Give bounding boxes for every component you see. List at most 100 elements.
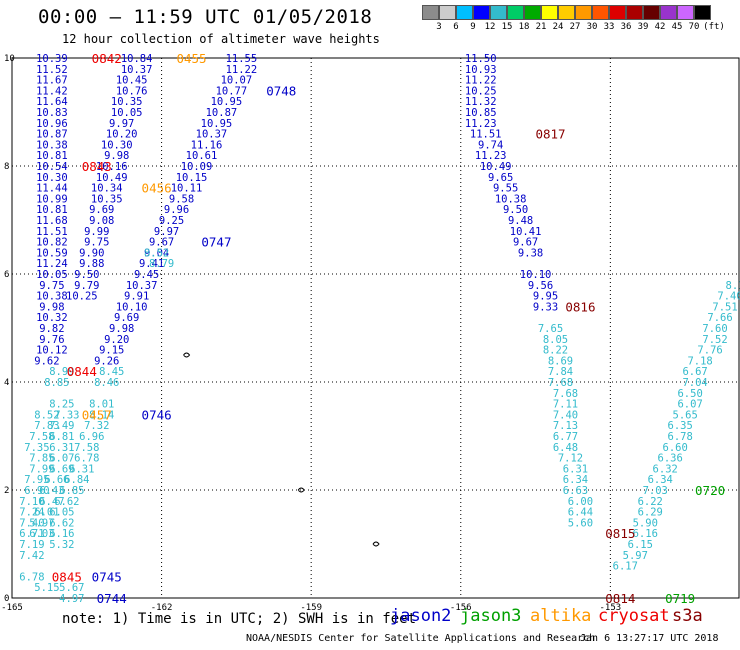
y-tick-label: 8 — [4, 162, 9, 172]
wave-height-value: 6.15 — [628, 539, 653, 551]
wave-height-value: 7.95 — [24, 474, 49, 486]
color-swatch — [626, 5, 643, 20]
wave-height-value: 9.48 — [508, 215, 533, 227]
wave-height-value: 7.68 — [548, 377, 573, 389]
wave-height-value: 11.16 — [191, 139, 223, 151]
pass-time-label: 0845 — [52, 569, 82, 584]
wave-height-value: 6.48 — [553, 442, 578, 454]
wave-height-value: 6.07 — [677, 399, 702, 411]
wave-height-value: 7.66 — [707, 312, 732, 324]
color-scale-label: 33 — [603, 22, 615, 32]
color-swatch — [660, 5, 677, 20]
wave-height-value: 10.35 — [91, 193, 123, 205]
wave-height-value: 7.12 — [558, 453, 583, 465]
wave-height-value: 10.37 — [196, 129, 228, 141]
color-scale-label: 12 — [484, 22, 496, 32]
wave-height-value: 6.36 — [658, 453, 683, 465]
wave-height-value: 10.49 — [96, 172, 128, 184]
wave-height-value: 9.50 — [74, 269, 99, 281]
color-scale-label: 39 — [637, 22, 649, 32]
wave-height-value: 9.75 — [84, 237, 109, 249]
wave-height-value: 6.50 — [677, 388, 702, 400]
wave-height-value: 9.82 — [39, 323, 64, 335]
wave-height-value: 10.37 — [121, 64, 153, 76]
color-swatch — [422, 5, 439, 20]
wave-height-value: 7.33 — [54, 409, 79, 421]
color-scale-swatches — [422, 5, 711, 20]
wave-height-value: 7.40 — [553, 409, 578, 421]
wave-height-value: 9.97 — [109, 118, 134, 130]
island-outline — [372, 541, 380, 547]
color-scale: 3 6 9 12 15 18 21 24 27 30 33 36 39 42 45 70 (ft) — [422, 5, 725, 32]
wave-height-value: 11.22 — [465, 75, 497, 87]
wave-height-value: 6.44 — [568, 507, 593, 519]
wave-height-value: 10.87 — [36, 129, 68, 141]
wave-height-value: 10.77 — [216, 85, 248, 97]
wave-height-value: 5.97 — [29, 517, 54, 529]
credit-line: NOAA/NESDIS Center for Satellite Applica… — [246, 633, 596, 644]
island-outline — [183, 352, 191, 358]
wave-height-value: 10.87 — [206, 107, 238, 119]
wave-height-value: 5.60 — [568, 517, 593, 529]
wave-height-value: 8.46 — [94, 377, 119, 389]
footnote: note: 1) Time is in UTC; 2) SWH is in fe… — [62, 611, 417, 627]
wave-height-value: 6.29 — [638, 507, 663, 519]
wave-height-value: 5.32 — [49, 539, 74, 551]
color-swatch — [609, 5, 626, 20]
wave-height-value: 9.20 — [104, 334, 129, 346]
wave-height-value: 9.98 — [104, 150, 129, 162]
pass-time-label: 0719 — [665, 591, 695, 606]
wave-height-value: 6.07 — [49, 453, 74, 465]
color-swatch — [541, 5, 558, 20]
wave-height-value: 8.14 — [89, 409, 114, 421]
pass-time-label: 0456 — [142, 181, 172, 196]
wave-height-value: 11.50 — [465, 53, 497, 65]
wave-height-value: 9.74 — [478, 139, 503, 151]
wave-height-value: 8.85 — [44, 377, 69, 389]
wave-height-value: 9.75 — [39, 280, 64, 292]
chart-subtitle: 12 hour collection of altimeter wave hei… — [62, 32, 380, 46]
wave-height-value: 7.03 — [643, 485, 668, 497]
wave-height-value: 6.34 — [648, 474, 673, 486]
wave-height-value: 10.35 — [111, 96, 143, 108]
wave-height-value: 10.11 — [171, 183, 203, 195]
wave-height-value: 11.55 — [226, 53, 258, 65]
wave-height-value: 9.26 — [94, 355, 119, 367]
wave-height-value: 10.76 — [116, 85, 148, 97]
wave-height-value: 6.78 — [19, 571, 44, 583]
pass-time-label: 0842 — [92, 51, 122, 66]
wave-height-value: 8.52 — [34, 409, 59, 421]
wave-height-value: 6.81 — [49, 431, 74, 443]
pass-time-label: 0815 — [605, 526, 635, 541]
wave-height-value: 6.16 — [633, 528, 658, 540]
wave-height-value: 10.38 — [495, 193, 527, 205]
pass-time-label: 0844 — [67, 364, 97, 379]
color-scale-unit: (ft) — [703, 22, 725, 32]
wave-height-value: 9.04 — [144, 247, 169, 259]
wave-height-value: 10.20 — [106, 129, 138, 141]
color-scale-label: 6 — [453, 22, 459, 32]
color-scale-label: 18 — [518, 22, 530, 32]
wave-height-value: 7.42 — [19, 550, 44, 562]
legend-altika: altika — [530, 606, 592, 626]
wave-height-value: 10.49 — [480, 161, 512, 173]
wave-height-value: 10.07 — [221, 75, 253, 87]
pass-time-label: 0455 — [176, 51, 206, 66]
y-tick-label: 6 — [4, 270, 9, 280]
legend-cryosat: cryosat — [598, 606, 670, 626]
wave-height-value: 11.24 — [36, 258, 68, 270]
wave-height-value: 6.62 — [49, 517, 74, 529]
wave-height-value: 11.23 — [465, 118, 497, 130]
wave-height-value: 5.15 — [34, 582, 59, 594]
wave-height-value: 7.84 — [548, 366, 573, 378]
pass-time-label: 0720 — [695, 483, 725, 498]
pass-time-label: 0814 — [605, 591, 635, 606]
color-swatch — [677, 5, 694, 20]
wave-height-value: 11.68 — [36, 215, 68, 227]
wave-height-value: 6.84 — [64, 474, 89, 486]
color-scale-label: 27 — [569, 22, 581, 32]
color-scale-labels: 3 6 9 12 15 18 21 24 27 30 33 36 39 42 45 70 (ft) — [422, 20, 725, 32]
color-swatch — [490, 5, 507, 20]
wave-height-value: 7.24 — [19, 507, 44, 519]
